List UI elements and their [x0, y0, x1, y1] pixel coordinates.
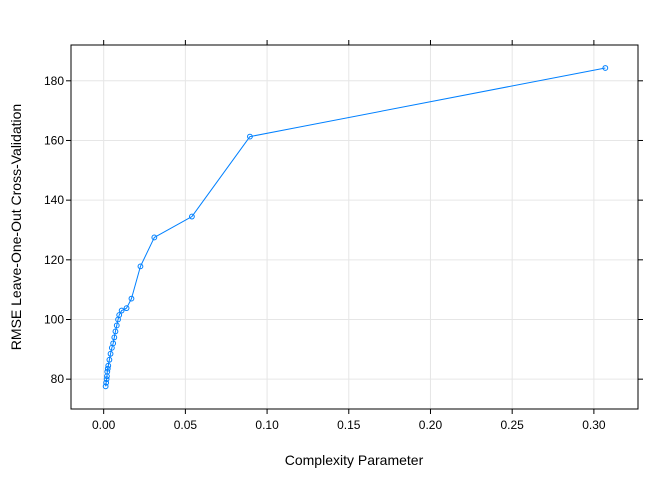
data-point: [104, 368, 111, 375]
x-tick-label: 0.15: [337, 418, 361, 432]
data-point: [110, 340, 117, 347]
x-tick-label: 0.20: [419, 418, 443, 432]
data-point: [123, 305, 130, 312]
data-point: [113, 322, 120, 329]
data-point: [247, 133, 253, 140]
data-point: [137, 263, 144, 270]
x-tick-labels: 0.00 0.05 0.10 0.15 0.20 0.25 0.30: [92, 418, 606, 432]
axis-ticks: [66, 40, 643, 414]
data-point: [104, 365, 111, 372]
data-point: [189, 213, 195, 220]
data-point: [105, 362, 112, 369]
x-tick-label: 0.25: [501, 418, 525, 432]
y-tick-label: 100: [44, 312, 64, 326]
x-axis-label: Complexity Parameter: [285, 452, 424, 468]
data-point: [103, 376, 110, 383]
data-point: [116, 312, 123, 318]
y-tick-label: 120: [44, 253, 64, 267]
data-point: [602, 65, 609, 71]
y-tick-label: 80: [51, 372, 65, 386]
x-tick-label: 0.30: [582, 418, 606, 432]
data-point: [106, 356, 113, 363]
data-point: [151, 234, 158, 241]
x-tick-label: 0.00: [92, 418, 116, 432]
data-point: [107, 350, 114, 357]
data-point: [128, 295, 135, 302]
y-axis-label: RMSE Leave-One-Out Cross-Validation: [8, 104, 24, 350]
grid: [71, 45, 638, 409]
data-point: [118, 307, 125, 314]
x-tick-label: 0.10: [255, 418, 279, 432]
y-tick-label: 180: [44, 74, 64, 88]
data-point: [102, 383, 109, 390]
data-point: [103, 379, 110, 386]
data-point: [112, 328, 119, 335]
series: [102, 65, 609, 390]
y-tick-label: 140: [44, 193, 64, 207]
x-tick-label: 0.05: [174, 418, 198, 432]
plot-frame: [70, 44, 639, 410]
y-tick-labels: 80 100 120 140 160 180: [44, 74, 64, 386]
data-point: [111, 334, 118, 341]
series-line: [105, 67, 606, 387]
y-tick-label: 160: [44, 133, 64, 147]
